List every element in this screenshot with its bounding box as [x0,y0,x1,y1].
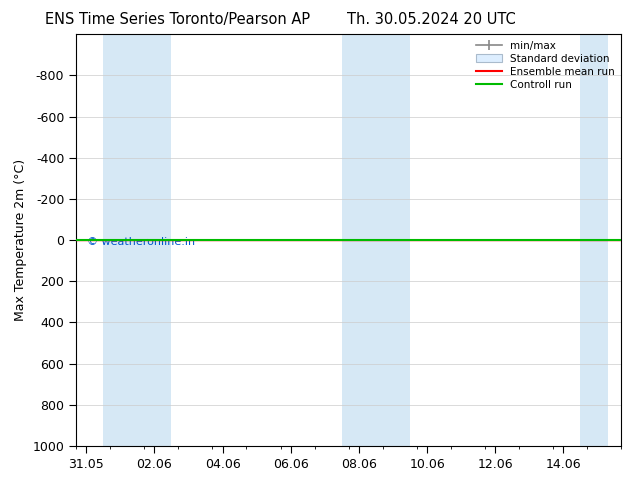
Text: ENS Time Series Toronto/Pearson AP: ENS Time Series Toronto/Pearson AP [45,12,310,27]
Y-axis label: Max Temperature 2m (°C): Max Temperature 2m (°C) [14,159,27,321]
Bar [342,34,410,446]
Text: Th. 30.05.2024 20 UTC: Th. 30.05.2024 20 UTC [347,12,515,27]
Bar [580,34,607,446]
Text: © weatheronline.in: © weatheronline.in [87,237,195,247]
Bar [103,34,171,446]
Legend: min/max, Standard deviation, Ensemble mean run, Controll run: min/max, Standard deviation, Ensemble me… [472,36,619,94]
